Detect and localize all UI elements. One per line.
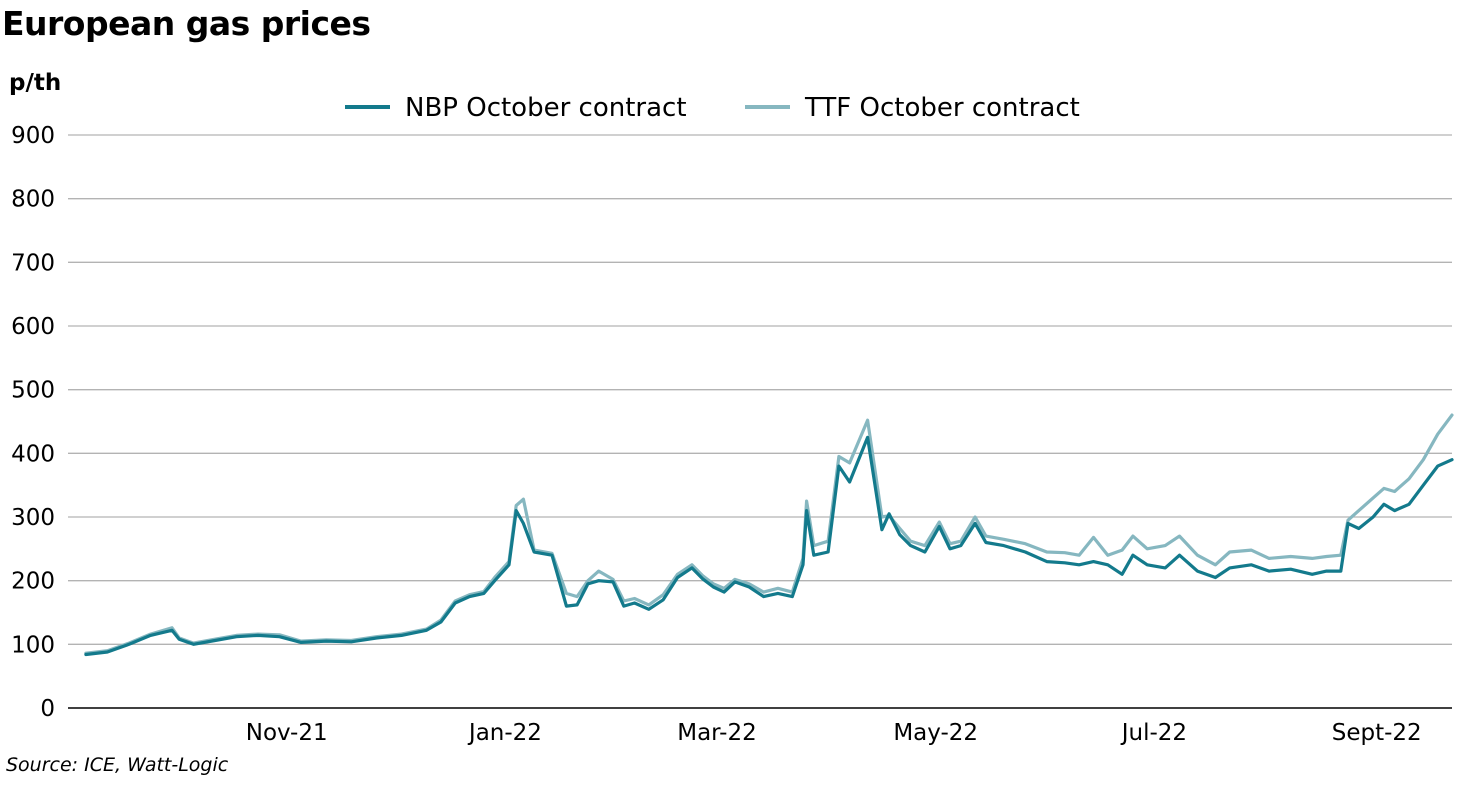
x-tick-label: Nov-21 (246, 720, 328, 746)
y-tick-label: 600 (11, 314, 55, 340)
gridlines (68, 134, 1452, 645)
series-lines (84, 413, 1454, 657)
y-tick-label: 100 (11, 632, 55, 658)
x-tick-label: May-22 (893, 720, 978, 746)
legend-label: NBP October contract (405, 93, 687, 123)
y-tick-label: 400 (11, 441, 55, 467)
y-tick-label: 500 (11, 378, 55, 404)
y-tick-label: 300 (11, 505, 55, 531)
y-tick-label: 200 (11, 569, 55, 595)
y-tick-label: 800 (11, 187, 55, 213)
x-tick-label: Jan-22 (467, 720, 542, 746)
series-line-nbp-october-contract (84, 435, 1454, 657)
source-note: Source: ICE, Watt-Logic (6, 754, 229, 776)
y-axis-unit-label: p/th (9, 70, 62, 96)
y-tick-label: 0 (40, 696, 55, 722)
x-tick-label: Mar-22 (677, 720, 757, 746)
x-tick-label: Jul-22 (1120, 720, 1187, 746)
y-tick-label: 700 (11, 250, 55, 276)
x-tick-label: Sept-22 (1332, 720, 1422, 746)
series-line-ttf-october-contract (84, 413, 1454, 655)
y-axis-ticks: 0 100 200 300 400 500 600 700 800 900 (11, 123, 55, 722)
legend: NBP October contract TTF October contract (345, 93, 1080, 123)
legend-label: TTF October contract (804, 93, 1080, 123)
y-tick-label: 900 (11, 123, 55, 149)
chart-title: European gas prices (2, 4, 371, 43)
x-axis-ticks: Nov-21 Jan-22 Mar-22 May-22 Jul-22 Sept-22 (246, 720, 1422, 746)
